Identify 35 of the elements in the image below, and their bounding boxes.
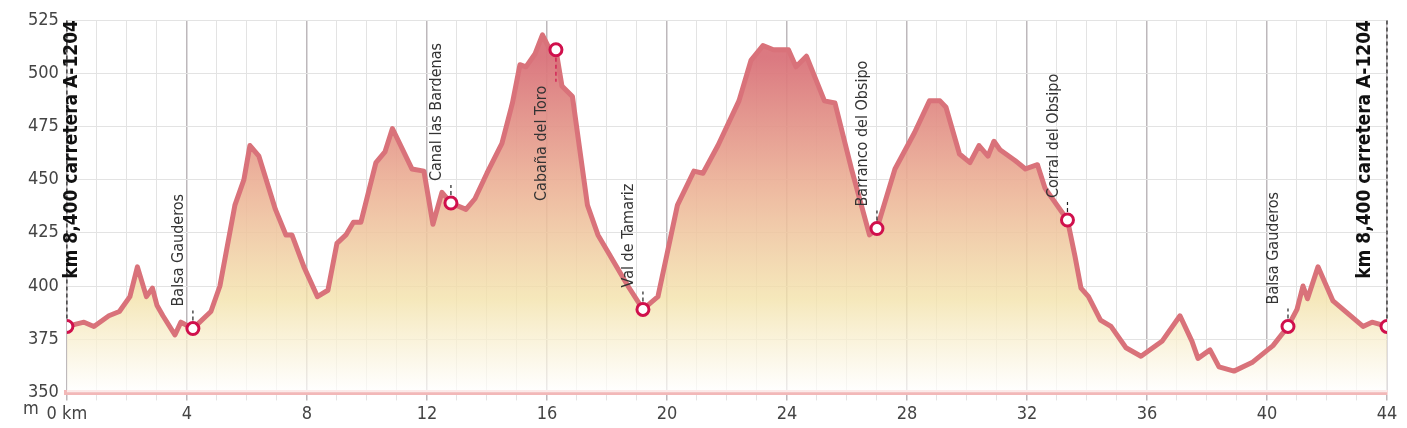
x-tick-label: 12: [416, 401, 438, 423]
annotation: Corral del Obsipo: [1042, 73, 1062, 199]
y-tick-label: 425: [28, 220, 59, 242]
point: [1059, 212, 1075, 228]
annotation: Canal las Bardenas: [426, 42, 446, 182]
y-tick-label: 450: [28, 167, 59, 189]
x-tick-label: 36: [1136, 401, 1158, 423]
point: [548, 42, 564, 58]
annotation: km 8,400 carretera A-1204: [59, 19, 82, 279]
point: [635, 301, 651, 317]
annotation: Barranco del Obsipo: [852, 60, 872, 207]
y-tick-label: 475: [28, 114, 59, 136]
point: [185, 321, 201, 337]
y-tick-label: 500: [28, 60, 59, 82]
annotation: Balsa Gauderos: [168, 194, 188, 307]
point: [1280, 318, 1296, 334]
annotation: Balsa Gauderos: [1263, 191, 1283, 305]
x-tick-label: 20: [656, 401, 678, 423]
y-tick-label: 400: [28, 273, 59, 295]
x-tick-label: 0 km: [46, 401, 88, 423]
point: [869, 221, 885, 237]
x-tick-label: 28: [896, 401, 918, 423]
y-tick-label: 525: [28, 7, 59, 29]
x-tick-label: 32: [1016, 401, 1038, 423]
annotation: Val de Tamariz: [618, 183, 638, 288]
x-tick-label: 4: [181, 401, 193, 423]
x-tick-label: 24: [776, 401, 798, 423]
x-tick-label: 44: [1376, 401, 1398, 423]
annotation: Cabaña del Toro: [531, 85, 551, 201]
annotation: km 8,400 carretera A-1204: [1352, 19, 1375, 279]
point: [443, 195, 459, 211]
y-tick-label: 375: [28, 326, 59, 348]
x-tick-label: 8: [301, 401, 313, 423]
x-tick-label: 40: [1256, 401, 1278, 423]
x-tick-label: 16: [536, 401, 558, 423]
